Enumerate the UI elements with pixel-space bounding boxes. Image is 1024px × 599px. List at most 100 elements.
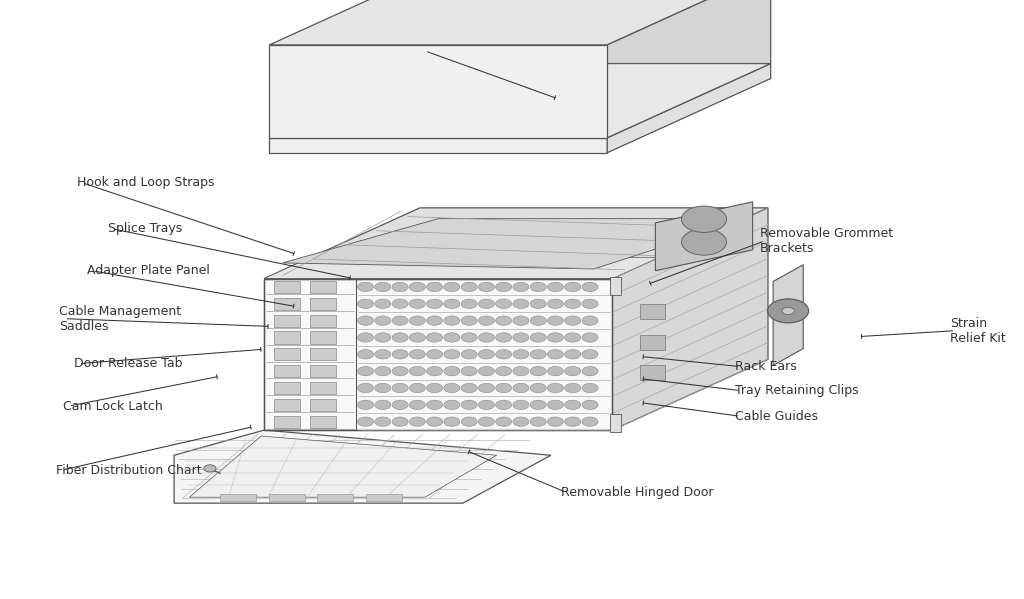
Text: Strain
Relief Kit: Strain Relief Kit bbox=[950, 317, 1006, 344]
Bar bbox=[640, 365, 666, 380]
Bar bbox=[274, 348, 300, 361]
Circle shape bbox=[410, 333, 425, 342]
Circle shape bbox=[530, 383, 546, 393]
Circle shape bbox=[375, 333, 391, 342]
Circle shape bbox=[496, 333, 512, 342]
Circle shape bbox=[461, 282, 477, 292]
Circle shape bbox=[548, 383, 563, 393]
Circle shape bbox=[461, 367, 477, 376]
Circle shape bbox=[478, 316, 495, 325]
Circle shape bbox=[427, 282, 442, 292]
Circle shape bbox=[427, 400, 442, 410]
Bar bbox=[310, 382, 336, 394]
Circle shape bbox=[582, 282, 598, 292]
Circle shape bbox=[392, 299, 409, 308]
Circle shape bbox=[357, 367, 374, 376]
Circle shape bbox=[682, 229, 727, 255]
Circle shape bbox=[548, 316, 563, 325]
Circle shape bbox=[357, 417, 374, 426]
Circle shape bbox=[478, 333, 495, 342]
Text: Cam Lock Latch: Cam Lock Latch bbox=[63, 400, 163, 413]
Circle shape bbox=[478, 282, 495, 292]
Circle shape bbox=[410, 417, 425, 426]
Circle shape bbox=[564, 350, 581, 359]
Circle shape bbox=[496, 417, 512, 426]
Circle shape bbox=[410, 299, 425, 308]
Circle shape bbox=[548, 282, 563, 292]
Bar bbox=[310, 365, 336, 377]
Circle shape bbox=[357, 350, 374, 359]
Text: Fiber Distribution Chart: Fiber Distribution Chart bbox=[56, 464, 202, 477]
Circle shape bbox=[461, 400, 477, 410]
Polygon shape bbox=[269, 45, 607, 138]
Circle shape bbox=[357, 383, 374, 393]
Circle shape bbox=[478, 367, 495, 376]
Circle shape bbox=[513, 367, 529, 376]
Circle shape bbox=[513, 299, 529, 308]
Circle shape bbox=[548, 350, 563, 359]
Bar bbox=[310, 416, 336, 428]
Circle shape bbox=[582, 417, 598, 426]
Circle shape bbox=[513, 282, 529, 292]
Circle shape bbox=[410, 383, 425, 393]
Circle shape bbox=[530, 400, 546, 410]
Text: Removable Grommet
Brackets: Removable Grommet Brackets bbox=[760, 227, 893, 255]
Circle shape bbox=[427, 316, 442, 325]
Circle shape bbox=[768, 299, 809, 323]
Circle shape bbox=[443, 417, 460, 426]
Circle shape bbox=[496, 400, 512, 410]
Bar bbox=[274, 399, 300, 411]
Bar bbox=[274, 416, 300, 428]
Text: Removable Rear Cover: Removable Rear Cover bbox=[353, 44, 497, 58]
Bar bbox=[610, 414, 621, 432]
Circle shape bbox=[375, 350, 391, 359]
Circle shape bbox=[564, 316, 581, 325]
Bar bbox=[274, 382, 300, 394]
Circle shape bbox=[548, 400, 563, 410]
Polygon shape bbox=[264, 258, 659, 279]
Circle shape bbox=[564, 299, 581, 308]
Circle shape bbox=[443, 400, 460, 410]
Circle shape bbox=[357, 400, 374, 410]
Circle shape bbox=[392, 316, 409, 325]
Circle shape bbox=[513, 383, 529, 393]
Polygon shape bbox=[607, 63, 771, 153]
Circle shape bbox=[548, 417, 563, 426]
Circle shape bbox=[564, 400, 581, 410]
Bar bbox=[274, 281, 300, 293]
Circle shape bbox=[530, 350, 546, 359]
Polygon shape bbox=[269, 63, 771, 138]
Circle shape bbox=[496, 282, 512, 292]
Circle shape bbox=[496, 316, 512, 325]
Circle shape bbox=[582, 383, 598, 393]
Circle shape bbox=[582, 316, 598, 325]
Circle shape bbox=[496, 350, 512, 359]
Circle shape bbox=[204, 465, 216, 472]
Circle shape bbox=[461, 299, 477, 308]
Text: Door Release Tab: Door Release Tab bbox=[74, 357, 182, 370]
Text: Splice Trays: Splice Trays bbox=[108, 222, 182, 235]
Circle shape bbox=[478, 350, 495, 359]
Circle shape bbox=[582, 367, 598, 376]
Circle shape bbox=[461, 333, 477, 342]
Bar bbox=[310, 281, 336, 293]
Circle shape bbox=[392, 333, 409, 342]
Bar bbox=[274, 314, 300, 326]
Bar bbox=[274, 298, 300, 310]
Circle shape bbox=[530, 417, 546, 426]
Circle shape bbox=[375, 299, 391, 308]
Circle shape bbox=[443, 299, 460, 308]
Bar bbox=[268, 494, 305, 501]
Circle shape bbox=[375, 417, 391, 426]
Bar bbox=[610, 277, 621, 295]
Circle shape bbox=[461, 316, 477, 325]
Bar bbox=[310, 298, 336, 310]
Circle shape bbox=[427, 299, 442, 308]
Circle shape bbox=[392, 350, 409, 359]
Circle shape bbox=[375, 400, 391, 410]
Polygon shape bbox=[269, 0, 771, 45]
Circle shape bbox=[582, 299, 598, 308]
Circle shape bbox=[443, 350, 460, 359]
Circle shape bbox=[392, 400, 409, 410]
Text: Removable Hinged Door: Removable Hinged Door bbox=[561, 486, 714, 499]
